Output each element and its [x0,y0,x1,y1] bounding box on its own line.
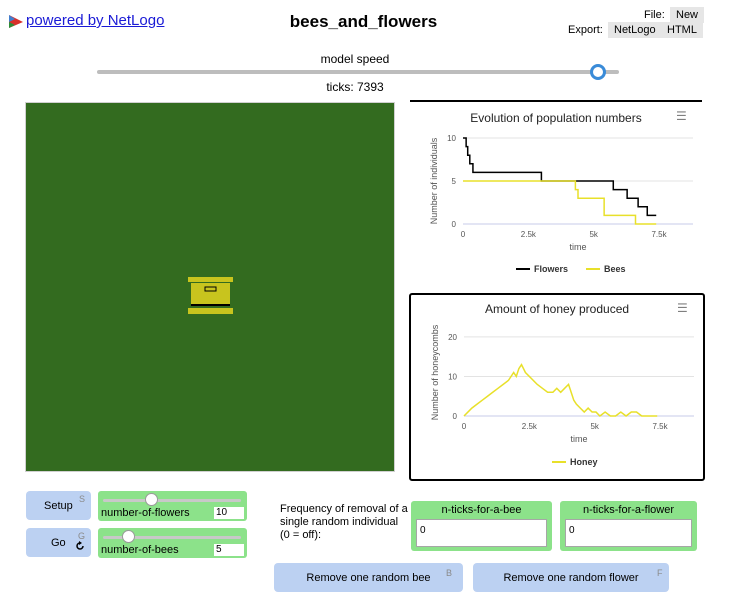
y-axis-label: Number of honeycombs [430,324,440,420]
x-tick-label: 7.5k [651,230,667,239]
hamburger-menu-icon[interactable]: ☰ [677,301,688,315]
y-axis-label: Number of individuals [429,137,439,224]
remove-flower-label: Remove one random flower [503,572,639,584]
setup-button-key: S [79,494,86,504]
series-line-flowers [463,137,657,217]
input-label: n-ticks-for-a-flower [582,504,675,516]
forever-loop-icon [76,541,84,550]
export-label: Export: [568,24,603,36]
export-html-button[interactable]: HTML [661,22,703,38]
series-line-honey [463,363,658,417]
slider-label: number-of-bees [101,544,179,556]
x-tick-label: 2.5k [521,230,537,239]
honey-plot-title: Amount of honey produced [484,302,630,316]
removal-frequency-note: Frequency of removal of a single random … [280,503,408,541]
input-field[interactable]: 0 [416,519,547,547]
input-label: n-ticks-for-a-bee [441,504,522,516]
model-title: bees_and_flowers [289,12,438,31]
x-tick-label: 7.5k [652,422,668,431]
remove-bee-key: B [446,568,453,578]
y-tick-label: 5 [452,177,457,186]
x-tick-label: 5k [590,422,599,431]
model-speed-slider-thumb[interactable] [590,64,607,80]
y-tick-label: 20 [448,333,457,342]
hamburger-menu-icon[interactable]: ☰ [676,109,687,123]
honey-plot: Amount of honey produced ☰ 0 10 20 0 2.5k 5k 7… [409,293,705,481]
input-field[interactable]: 0 [565,519,692,547]
slider-value[interactable]: 5 [214,544,244,556]
remove-flower-key: F [657,568,663,578]
population-plot-canvas: 0 5 10 0 2.5k 5k 7.5k time Number of individuals… [429,134,693,274]
series-line-bees [463,180,657,225]
legend-label: Flowers [534,264,568,274]
netlogo-link-text[interactable]: powered by NetLogo [26,12,165,29]
x-axis-label: time [569,242,586,252]
beehive-icon [188,277,233,314]
tick-counter: ticks: 7393 [326,80,384,94]
n-ticks-for-a-flower-input[interactable]: n-ticks-for-a-flower 0 [560,501,697,551]
setup-button[interactable]: Setup S [26,491,91,520]
n-ticks-for-a-bee-input[interactable]: n-ticks-for-a-bee 0 [411,501,552,551]
legend-label: Bees [604,264,626,274]
y-tick-label: 0 [452,220,457,229]
y-tick-label: 0 [453,412,458,421]
honey-plot-canvas: 0 10 20 0 2.5k 5k 7.5k time Number of honeycombs… [430,324,694,467]
file-label: File: [644,9,665,21]
x-tick-label: 0 [461,230,466,239]
go-button[interactable]: Go G [26,528,91,557]
slider-value[interactable]: 10 [214,507,244,519]
number-of-bees-slider[interactable]: number-of-bees 5 [98,528,247,558]
file-new-button[interactable]: New [670,7,705,23]
model-speed-slider[interactable] [97,70,619,74]
slider-track[interactable] [103,499,241,502]
y-tick-label: 10 [447,134,456,143]
netlogo-link[interactable]: powered by NetLogo [8,12,164,29]
netlogo-logo-icon [9,14,23,28]
remove-random-flower-button[interactable]: Remove one random flower F [473,563,669,592]
x-tick-label: 2.5k [522,422,538,431]
population-plot: Evolution of population numbers ☰ 0 5 10 0 2… [410,100,702,285]
slider-thumb[interactable] [121,530,135,543]
legend-label: Honey [570,457,598,467]
go-button-label: Go [51,537,66,549]
remove-bee-label: Remove one random bee [306,572,431,584]
y-tick-label: 10 [448,372,457,381]
x-tick-label: 5k [589,230,598,239]
slider-label: number-of-flowers [101,507,190,519]
export-netlogo-button[interactable]: NetLogo [608,22,662,38]
x-axis-label: time [570,434,587,444]
model-speed-label: model speed [320,52,390,66]
remove-random-bee-button[interactable]: Remove one random bee B [274,563,463,592]
x-tick-label: 0 [462,422,467,431]
population-plot-title: Evolution of population numbers [470,111,642,125]
slider-thumb[interactable] [145,493,159,506]
slider-track[interactable] [103,536,241,539]
go-button-key: G [78,531,86,541]
setup-button-label: Setup [44,500,73,512]
number-of-flowers-slider[interactable]: number-of-flowers 10 [98,491,247,521]
